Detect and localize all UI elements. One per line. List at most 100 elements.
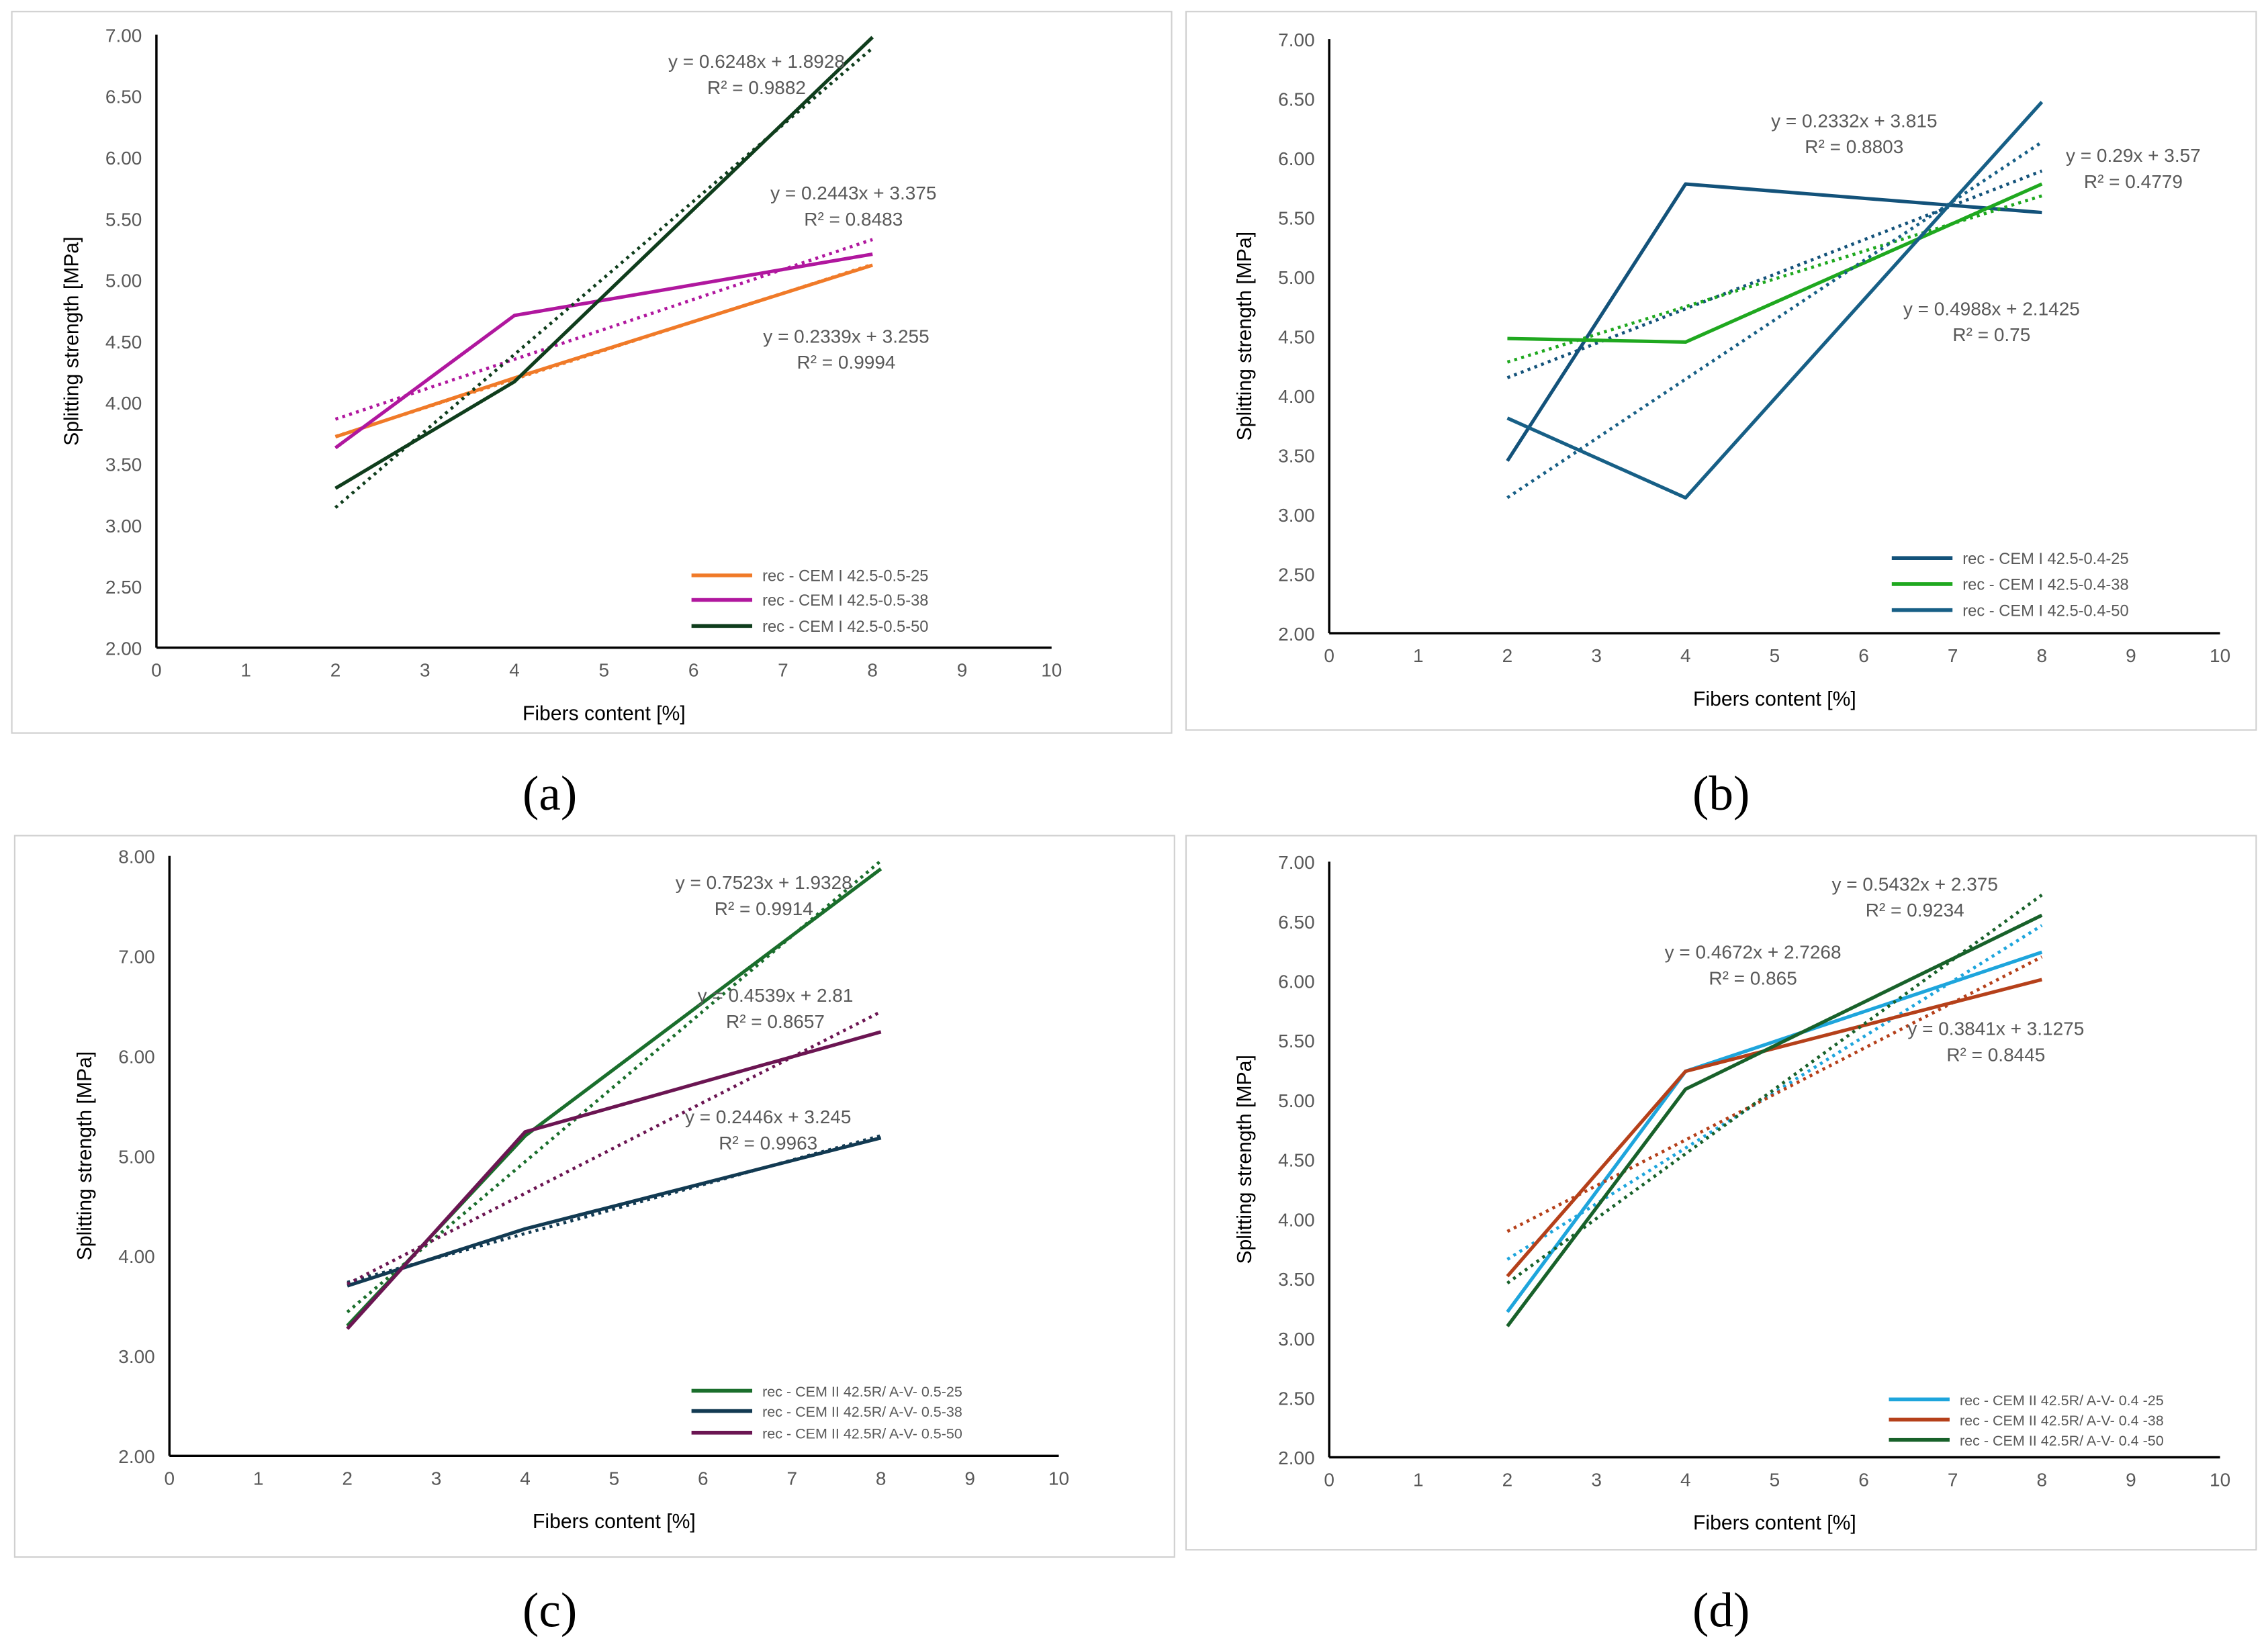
trend-equation: y = 0.29x + 3.57 xyxy=(2066,145,2201,166)
trend-equation: y = 0.4539x + 2.81 xyxy=(698,985,854,1006)
panel-label: (c) xyxy=(523,1583,577,1637)
x-tick-label: 5 xyxy=(609,1468,620,1489)
y-tick-label: 6.00 xyxy=(1278,148,1314,169)
y-tick-label: 4.00 xyxy=(1278,386,1314,407)
chart-frame xyxy=(11,11,1173,734)
y-tick-label: 5.50 xyxy=(1278,1031,1314,1051)
trend-equation: y = 0.4672x + 2.7268 xyxy=(1665,942,1842,963)
y-tick-label: 4.00 xyxy=(118,1246,154,1267)
y-tick-label: 7.00 xyxy=(1278,852,1314,873)
x-axis-title: Fibers content [%] xyxy=(1693,1512,1856,1534)
y-tick-label: 3.50 xyxy=(1278,445,1314,466)
chart-panel-d: 0 1 2 3 4 5 6 7 8 9 10 2.00 2.50 3.00 3.50 4.00 4.50 5.00… xyxy=(1185,835,2257,1637)
x-tick-label: 10 xyxy=(1041,660,1062,681)
x-tick-label: 6 xyxy=(688,660,699,681)
x-tick-label: 10 xyxy=(1048,1468,1069,1489)
x-tick-label: 6 xyxy=(698,1468,709,1489)
x-tick-label: 2 xyxy=(1502,1470,1513,1491)
trendline xyxy=(346,859,882,1314)
x-axis-title: Fibers content [%] xyxy=(533,1511,696,1533)
y-tick-label: 2.50 xyxy=(105,577,142,598)
x-tick-label: 8 xyxy=(2037,1470,2048,1491)
trend-equation: y = 0.2339x + 3.255 xyxy=(763,326,929,346)
x-tick-label: 3 xyxy=(1591,1470,1602,1491)
y-axis-title: Splitting strength [MPa] xyxy=(1234,232,1256,440)
legend-entry: rec - CEM I 42.5-0.4-25 xyxy=(1962,551,2128,568)
y-tick-label: 6.00 xyxy=(118,1046,154,1067)
x-tick-label: 7 xyxy=(1948,1470,1958,1491)
x-tick-label: 1 xyxy=(1413,645,1424,666)
chart-panel-a: 0 1 2 3 4 5 6 7 8 9 10 2.00 2.50 3.00 3.50 4.00 4.50 5.00… xyxy=(11,11,1173,820)
legend-entry: rec - CEM II 42.5R/ A-V- 0.5-38 xyxy=(762,1404,962,1420)
trend-r-squared: R² = 0.9914 xyxy=(715,898,813,919)
x-tick-label: 6 xyxy=(1858,1470,1869,1491)
x-tick-label: 3 xyxy=(431,1468,442,1489)
x-tick-label: 9 xyxy=(964,1468,975,1489)
legend-entry: rec - CEM II 42.5R/ A-V- 0.4 -50 xyxy=(1960,1433,2164,1449)
x-tick-label: 3 xyxy=(420,660,430,681)
x-tick-label: 5 xyxy=(1770,1470,1780,1491)
y-tick-label: 2.00 xyxy=(1278,624,1314,645)
x-tick-label: 7 xyxy=(786,1468,797,1489)
y-tick-label: 6.50 xyxy=(1278,912,1314,933)
x-tick-label: 2 xyxy=(1502,645,1513,666)
trend-r-squared: R² = 0.9882 xyxy=(707,77,806,98)
trend-equation: y = 0.6248x + 1.8928 xyxy=(668,51,845,72)
y-tick-label: 5.00 xyxy=(118,1146,154,1167)
x-tick-label: 1 xyxy=(253,1468,264,1489)
y-tick-label: 3.50 xyxy=(105,455,142,475)
x-tick-label: 2 xyxy=(330,660,341,681)
x-tick-label: 4 xyxy=(509,660,520,681)
x-tick-label: 0 xyxy=(164,1468,175,1489)
trend-r-squared: R² = 0.9963 xyxy=(719,1133,817,1153)
trend-equation: y = 0.4988x + 2.1425 xyxy=(1903,298,2080,319)
y-tick-label: 2.00 xyxy=(1278,1448,1314,1468)
trend-r-squared: R² = 0.8657 xyxy=(726,1011,825,1032)
y-tick-label: 4.50 xyxy=(105,332,142,352)
chart-frame xyxy=(13,835,1175,1558)
x-tick-label: 8 xyxy=(2037,645,2048,666)
chart-panel-b: 0 1 2 3 4 5 6 7 8 9 10 2.00 2.50 3.00 3.50 4.00 4.50 5.00… xyxy=(1185,11,2257,820)
x-tick-label: 7 xyxy=(1948,645,1958,666)
trend-r-squared: R² = 0.75 xyxy=(1952,324,2030,345)
y-axis-title: Splitting strength [MPa] xyxy=(61,236,83,445)
x-tick-label: 10 xyxy=(2210,1470,2230,1491)
x-tick-label: 8 xyxy=(867,660,878,681)
x-tick-label: 8 xyxy=(876,1468,887,1489)
y-tick-label: 2.50 xyxy=(1278,564,1314,585)
trend-equation: y = 0.5432x + 2.375 xyxy=(1832,874,1998,894)
legend-entry: rec - CEM II 42.5R/ A-V- 0.5-25 xyxy=(762,1384,962,1400)
y-tick-label: 5.00 xyxy=(1278,1090,1314,1111)
y-tick-label: 7.00 xyxy=(118,946,154,967)
y-axis-title: Splitting strength [MPa] xyxy=(74,1051,96,1260)
x-tick-label: 5 xyxy=(1770,645,1780,666)
trend-r-squared: R² = 0.8483 xyxy=(804,209,903,230)
x-tick-label: 4 xyxy=(1680,1470,1691,1491)
x-tick-label: 9 xyxy=(957,660,968,681)
x-tick-label: 1 xyxy=(240,660,251,681)
y-tick-label: 6.00 xyxy=(105,148,142,169)
y-tick-label: 2.50 xyxy=(1278,1388,1314,1409)
trend-equation: y = 0.3841x + 3.1275 xyxy=(1907,1019,2084,1039)
y-tick-label: 3.00 xyxy=(118,1346,154,1367)
legend-entry: rec - CEM I 42.5-0.5-38 xyxy=(762,592,928,610)
trend-equation: y = 0.7523x + 1.9328 xyxy=(676,872,852,893)
y-axis-title: Splitting strength [MPa] xyxy=(1234,1055,1256,1264)
x-tick-label: 0 xyxy=(1324,1470,1334,1491)
y-tick-label: 7.00 xyxy=(1278,30,1314,50)
y-tick-label: 4.50 xyxy=(1278,326,1314,347)
trend-r-squared: R² = 0.865 xyxy=(1709,968,1797,988)
legend-entry: rec - CEM I 42.5-0.4-38 xyxy=(1962,577,2128,594)
legend-entry: rec - CEM II 42.5R/ A-V- 0.4 -38 xyxy=(1960,1413,2164,1429)
x-tick-label: 3 xyxy=(1591,645,1602,666)
y-tick-label: 8.00 xyxy=(118,846,154,867)
trendline xyxy=(1506,140,2043,500)
trend-r-squared: R² = 0.9994 xyxy=(797,352,895,373)
x-tick-label: 2 xyxy=(342,1468,353,1489)
y-tick-label: 5.00 xyxy=(1278,267,1314,288)
y-tick-label: 3.00 xyxy=(105,516,142,536)
x-tick-label: 7 xyxy=(778,660,788,681)
legend-entry: rec - CEM I 42.5-0.4-50 xyxy=(1962,602,2128,620)
y-tick-label: 4.00 xyxy=(1278,1209,1314,1230)
